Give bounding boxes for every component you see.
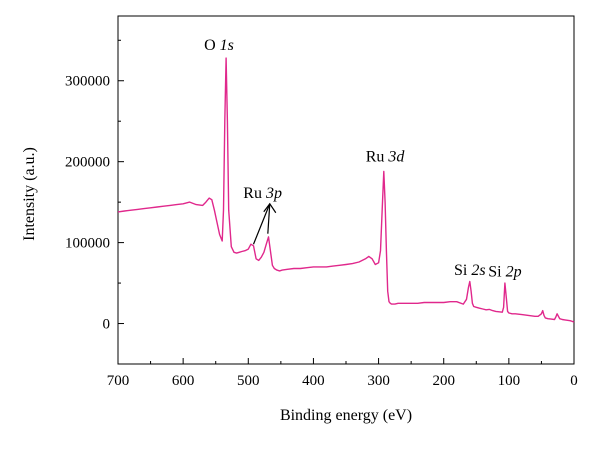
x-tick-label: 300 bbox=[367, 373, 390, 389]
peak-label: Si 2p bbox=[488, 264, 521, 281]
plot-frame bbox=[117, 15, 575, 365]
annotation-arrow bbox=[252, 203, 271, 245]
spectrum-line bbox=[117, 57, 575, 323]
x-tick-label: 0 bbox=[570, 373, 578, 389]
peak-label: Ru 3d bbox=[366, 149, 406, 166]
y-tick-label: 200000 bbox=[65, 155, 110, 171]
x-tick-label: 700 bbox=[107, 373, 130, 389]
y-tick-label: 100000 bbox=[65, 236, 110, 252]
plot-area bbox=[117, 57, 575, 323]
x-axis-title: Binding energy (eV) bbox=[280, 407, 412, 424]
y-axis-title: Intensity (a.u.) bbox=[21, 147, 38, 241]
peak-label: Si 2s bbox=[454, 262, 486, 279]
annotation-arrow bbox=[267, 203, 271, 234]
y-tick-label: 300000 bbox=[65, 74, 110, 90]
peak-label: O 1s bbox=[204, 37, 234, 54]
x-tick-label: 400 bbox=[302, 373, 325, 389]
labels: Binding energy (eV) Intensity (a.u.) O 1… bbox=[21, 37, 522, 424]
peak-label: Ru 3p bbox=[243, 185, 282, 202]
y-tick-label: 0 bbox=[103, 317, 111, 333]
x-tick-label: 200 bbox=[432, 373, 455, 389]
x-tick-label: 100 bbox=[498, 373, 521, 389]
x-tick-label: 500 bbox=[237, 373, 260, 389]
axes: 700 600 500 400 300 200 100 0 0 100000 200000 30000… bbox=[65, 15, 578, 389]
arrowhead bbox=[263, 202, 277, 214]
x-tick-label: 600 bbox=[172, 373, 195, 389]
